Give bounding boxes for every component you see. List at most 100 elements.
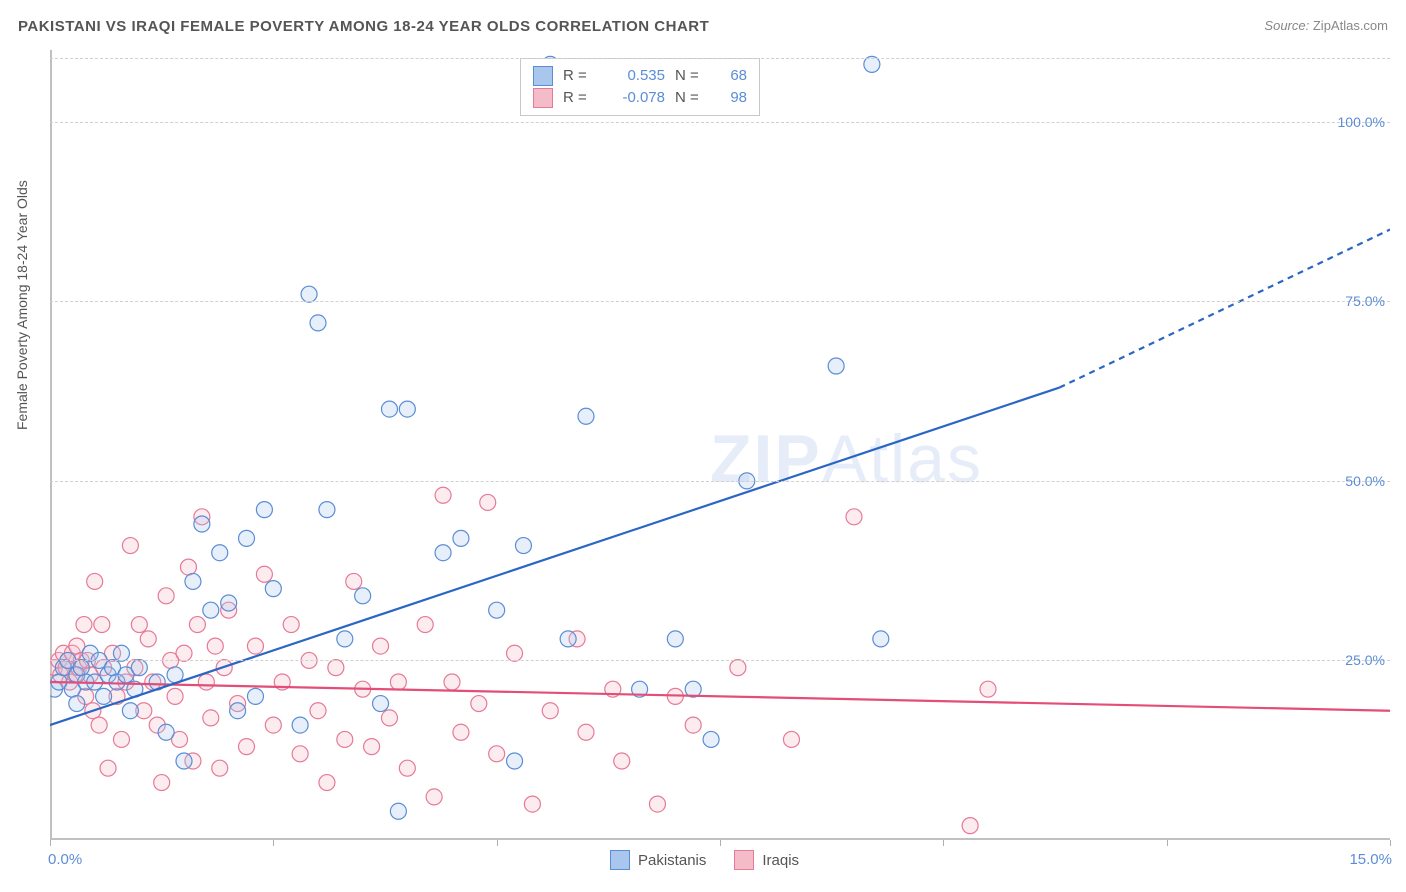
data-point bbox=[381, 710, 397, 726]
legend-n-value: 98 bbox=[713, 87, 747, 109]
gridline-h bbox=[50, 660, 1390, 661]
data-point bbox=[113, 731, 129, 747]
data-point bbox=[122, 538, 138, 554]
legend-n-label: N = bbox=[675, 87, 703, 109]
data-point bbox=[301, 286, 317, 302]
data-point bbox=[667, 631, 683, 647]
data-point bbox=[364, 739, 380, 755]
data-point bbox=[730, 660, 746, 676]
data-point bbox=[480, 494, 496, 510]
legend-swatch bbox=[533, 88, 553, 108]
data-point bbox=[113, 645, 129, 661]
source-value: ZipAtlas.com bbox=[1313, 18, 1388, 33]
data-point bbox=[373, 638, 389, 654]
x-tick-max: 15.0% bbox=[1349, 851, 1392, 868]
data-point bbox=[390, 803, 406, 819]
trend-line bbox=[1059, 230, 1390, 388]
data-point bbox=[198, 674, 214, 690]
data-point bbox=[140, 631, 156, 647]
legend-series-item: Iraqis bbox=[734, 850, 799, 870]
data-point bbox=[399, 401, 415, 417]
data-point bbox=[76, 617, 92, 633]
y-tick-label: 50.0% bbox=[1345, 473, 1385, 489]
data-point bbox=[435, 545, 451, 561]
legend-series-label: Iraqis bbox=[762, 852, 799, 869]
series-legend: Pakistanis Iraqis bbox=[610, 850, 799, 870]
data-point bbox=[180, 559, 196, 575]
data-point bbox=[399, 760, 415, 776]
data-point bbox=[319, 775, 335, 791]
trend-line bbox=[50, 388, 1059, 726]
data-point bbox=[578, 408, 594, 424]
data-point bbox=[87, 573, 103, 589]
data-point bbox=[328, 660, 344, 676]
data-point bbox=[131, 660, 147, 676]
data-point bbox=[489, 602, 505, 618]
data-point bbox=[873, 631, 889, 647]
gridline-h bbox=[50, 122, 1390, 123]
data-point bbox=[292, 746, 308, 762]
source-label: Source: bbox=[1264, 18, 1309, 33]
data-point bbox=[962, 818, 978, 834]
legend-swatch bbox=[734, 850, 754, 870]
legend-stat-row: R =0.535N =68 bbox=[533, 65, 747, 87]
legend-stat-row: R = -0.078 N = 98 bbox=[533, 87, 747, 109]
data-point bbox=[100, 760, 116, 776]
data-point bbox=[614, 753, 630, 769]
data-point bbox=[542, 703, 558, 719]
data-point bbox=[73, 660, 89, 676]
data-point bbox=[435, 487, 451, 503]
data-point bbox=[346, 573, 362, 589]
chart-plot-area: ZIPAtlas R =0.535N =68R =-0.078N =98 Pak… bbox=[50, 50, 1390, 840]
data-point bbox=[828, 358, 844, 374]
data-point bbox=[507, 645, 523, 661]
data-point bbox=[167, 688, 183, 704]
data-point bbox=[265, 717, 281, 733]
data-point bbox=[69, 696, 85, 712]
data-point bbox=[417, 617, 433, 633]
legend-r-value: -0.078 bbox=[601, 87, 665, 109]
correlation-legend: R =0.535N =68R = -0.078 N = 98 bbox=[520, 58, 760, 116]
legend-r-label: R = bbox=[563, 65, 591, 87]
legend-r-label: R = bbox=[563, 87, 591, 109]
data-point bbox=[189, 617, 205, 633]
chart-svg bbox=[50, 50, 1390, 840]
x-tick-mark bbox=[943, 840, 944, 846]
data-point bbox=[337, 631, 353, 647]
gridline-h bbox=[50, 481, 1390, 482]
data-point bbox=[176, 753, 192, 769]
x-tick-mark bbox=[1167, 840, 1168, 846]
legend-swatch bbox=[533, 66, 553, 86]
data-point bbox=[453, 530, 469, 546]
x-tick-mark bbox=[497, 840, 498, 846]
data-point bbox=[256, 566, 272, 582]
data-point bbox=[265, 581, 281, 597]
data-point bbox=[444, 674, 460, 690]
y-tick-label: 100.0% bbox=[1338, 114, 1385, 130]
data-point bbox=[194, 516, 210, 532]
data-point bbox=[158, 724, 174, 740]
data-point bbox=[185, 573, 201, 589]
data-point bbox=[212, 760, 228, 776]
data-point bbox=[319, 502, 335, 518]
data-point bbox=[471, 696, 487, 712]
data-point bbox=[292, 717, 308, 733]
chart-title: PAKISTANI VS IRAQI FEMALE POVERTY AMONG … bbox=[18, 18, 709, 35]
data-point bbox=[91, 717, 107, 733]
data-point bbox=[453, 724, 469, 740]
data-point bbox=[122, 703, 138, 719]
y-axis-label: Female Poverty Among 18-24 Year Olds bbox=[14, 180, 30, 430]
gridline-h bbox=[50, 301, 1390, 302]
data-point bbox=[96, 688, 112, 704]
data-point bbox=[131, 617, 147, 633]
data-point bbox=[489, 746, 505, 762]
legend-series-label: Pakistanis bbox=[638, 852, 706, 869]
data-point bbox=[649, 796, 665, 812]
source-attribution: Source: ZipAtlas.com bbox=[1264, 18, 1388, 33]
data-point bbox=[980, 681, 996, 697]
y-tick-label: 25.0% bbox=[1345, 652, 1385, 668]
x-tick-mark bbox=[50, 840, 51, 846]
x-tick-mark bbox=[273, 840, 274, 846]
x-tick-mark bbox=[720, 840, 721, 846]
legend-n-label: N = bbox=[675, 65, 703, 87]
